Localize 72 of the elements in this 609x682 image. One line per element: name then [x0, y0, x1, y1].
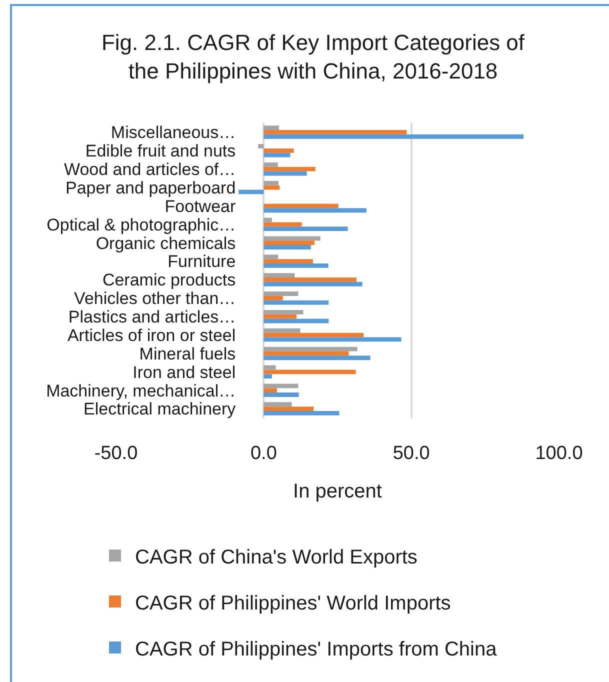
- y-tick-label: Iron and steel: [132, 362, 236, 382]
- y-tick-label: Articles of iron or steel: [67, 326, 236, 345]
- bar: [264, 328, 300, 333]
- bar: [264, 370, 356, 374]
- x-tick-label: 100.0: [535, 443, 583, 464]
- bar: [264, 204, 338, 208]
- bar: [264, 292, 298, 296]
- y-tick-label: Optical & photographic…: [46, 215, 236, 234]
- bar: [264, 226, 348, 232]
- bar: [264, 240, 314, 246]
- legend-label: CAGR of China's World Exports: [135, 546, 418, 568]
- y-tick-label: Edible fruit and nuts: [85, 142, 236, 161]
- y-tick-label: Wood and articles of…: [64, 160, 236, 180]
- bar: [264, 166, 316, 172]
- y-tick-label: Organic chemicals: [96, 234, 236, 253]
- bar: [264, 148, 294, 153]
- bar: [264, 365, 276, 370]
- y-tick-label: Miscellaneous…: [110, 123, 236, 142]
- x-tick-label: -50.0: [94, 443, 138, 464]
- bar: [264, 130, 407, 134]
- bar: [264, 402, 292, 407]
- legend-label: CAGR of Philippines' Imports from China: [135, 638, 498, 660]
- bar: [264, 351, 349, 356]
- bar: [264, 218, 272, 222]
- y-tick-label: Mineral fuels: [139, 344, 236, 364]
- bar: [264, 245, 311, 250]
- bar: [264, 282, 362, 286]
- bar: [264, 310, 304, 314]
- bar: [264, 278, 356, 282]
- bar: [264, 374, 272, 379]
- bar: [264, 384, 298, 388]
- y-tick-label: Electrical machinery: [84, 400, 236, 419]
- bar: [264, 406, 314, 411]
- y-tick-label: Furniture: [168, 252, 236, 272]
- bar: [264, 296, 283, 300]
- y-tick-label: Machinery, mechanical…: [46, 381, 236, 400]
- y-tick-label: Paper and paperboard: [66, 178, 236, 198]
- x-tick-label: 50.0: [392, 443, 430, 464]
- bar: [264, 410, 340, 416]
- bar: [264, 222, 302, 227]
- bar: [264, 162, 278, 167]
- bar: [264, 314, 296, 319]
- bar: [264, 318, 329, 324]
- bar: [264, 152, 290, 158]
- bar: [264, 356, 370, 360]
- bar: [264, 236, 320, 241]
- bar: [264, 185, 280, 190]
- bar: [264, 388, 277, 393]
- chart-title: Fig. 2.1. CAGR of Key Import Categories of the Philippines with China, 2016-2018: [101, 30, 526, 84]
- bar: [264, 208, 366, 213]
- bar: [264, 180, 278, 186]
- bar: [258, 144, 264, 148]
- bar: [264, 346, 358, 352]
- bar: [264, 300, 329, 305]
- bar: [264, 171, 307, 176]
- y-tick-label: Ceramic products: [102, 270, 236, 290]
- bar: [264, 273, 295, 278]
- bar: [264, 332, 364, 338]
- bar: [264, 392, 299, 397]
- bar: [264, 126, 280, 130]
- bar: [264, 134, 524, 139]
- y-tick-label: Footwear: [164, 196, 236, 216]
- bar: [238, 190, 264, 194]
- x-axis-title: In percent: [293, 480, 382, 502]
- bar: [264, 259, 313, 264]
- y-tick-label: Plastics and articles…: [68, 308, 236, 327]
- bar: [264, 254, 278, 260]
- x-tick-label: 0.0: [250, 443, 277, 464]
- bar: [264, 263, 328, 268]
- legend-label: CAGR of Philippines' World Imports: [135, 592, 451, 614]
- y-tick-label: Vehicles other than…: [74, 289, 236, 308]
- bar: [264, 337, 402, 342]
